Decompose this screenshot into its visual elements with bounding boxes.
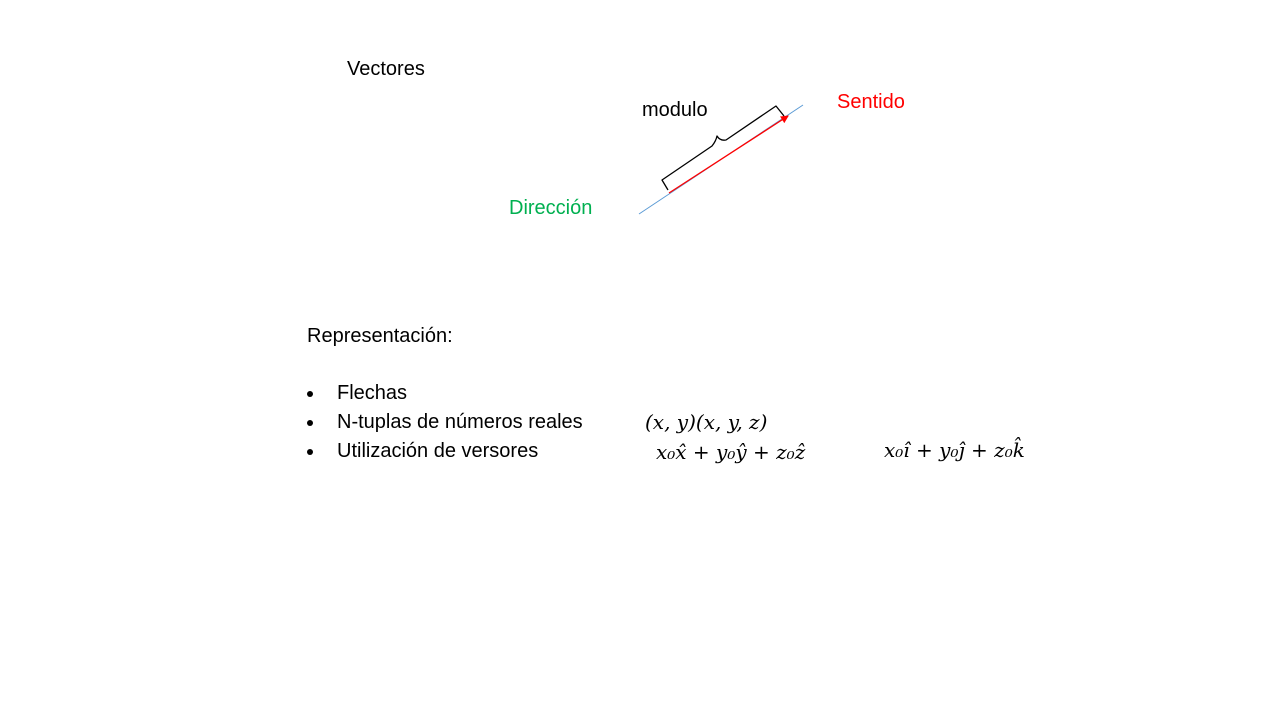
bullet-n-tuplas: N-tuplas de números reales	[337, 411, 583, 433]
bullet-dot	[307, 420, 313, 426]
bullet-dot	[307, 449, 313, 455]
tuples-formula: (x, y)(x, y, z)	[645, 410, 768, 434]
modulo-label: modulo	[642, 99, 708, 121]
representation-heading: Representación:	[307, 325, 453, 347]
vector-arrow	[668, 115, 789, 194]
versor-formula-ijk: x₀ı̂ + y₀ȷ̂ + z₀k̂	[884, 438, 1025, 462]
direccion-label: Dirección	[509, 197, 593, 219]
bullet-flechas: Flechas	[337, 382, 408, 404]
bullet-dot	[307, 391, 313, 397]
sentido-label: Sentido	[837, 91, 905, 113]
slide-title: Vectores	[347, 58, 425, 80]
modulo-brace	[661, 105, 785, 191]
versor-formula-xyz: x₀x̂ + y₀ŷ + z₀ẑ	[656, 440, 806, 464]
bullet-versores: Utilización de versores	[337, 440, 539, 462]
